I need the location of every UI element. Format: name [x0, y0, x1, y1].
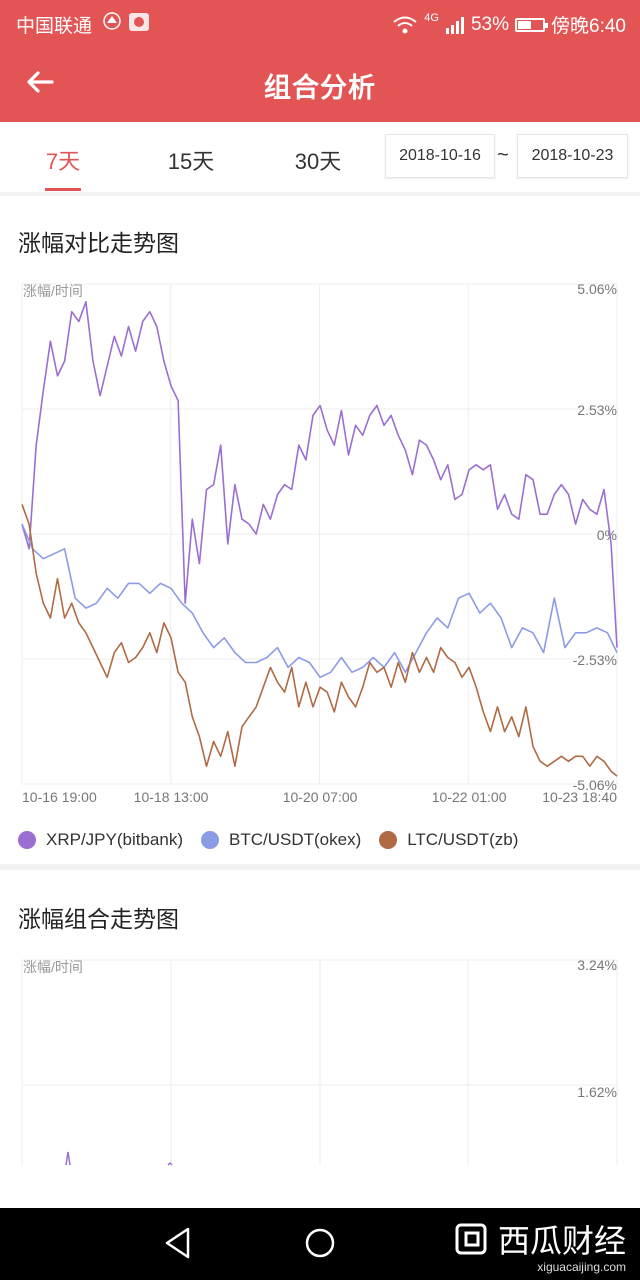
legend-label: LTC/USDT(zb): [407, 830, 519, 849]
tab-7-days[interactable]: 7天: [45, 149, 81, 174]
legend-item-ltc[interactable]: LTC/USDT(zb): [379, 830, 518, 850]
x-tick-label: 10-18 13:00: [134, 789, 209, 805]
legend-item-xrp[interactable]: XRP/JPY(bitbank): [18, 830, 183, 850]
network-type: 4G: [424, 11, 439, 24]
battery-percent: 53%: [470, 13, 510, 35]
tab-15-days[interactable]: 15天: [167, 149, 215, 174]
date-separator: ~: [497, 144, 509, 166]
end-date-picker[interactable]: 2018-10-23: [517, 134, 628, 178]
arrow-left-icon[interactable]: [22, 64, 58, 100]
legend-swatch: [379, 831, 398, 849]
y-tick-label: -5.06%: [573, 777, 617, 793]
watermark-text: 西瓜财经: [497, 1223, 626, 1259]
start-date-picker[interactable]: 2018-10-16: [385, 134, 495, 178]
carrier-name: 中国联通: [16, 16, 93, 37]
combined-series-line: [65, 1151, 173, 1166]
y-tick-label: 3.24%: [577, 957, 617, 973]
nav-back-icon[interactable]: [163, 1226, 193, 1260]
legend-label: BTC/USDT(okex): [229, 830, 362, 849]
range-tab-bar: 7天 15天 30天 2018-10-16 ~ 2018-10-23: [0, 122, 640, 192]
clock: 傍晚6:40: [551, 16, 626, 37]
status-bar: 中国联通 4G 53% 傍晚6:40: [0, 0, 640, 44]
chart-axis-label: 涨幅/时间: [23, 959, 83, 975]
combined-chart-card: 涨幅组合走势图 涨幅/时间 3.24% 1.62%: [0, 870, 640, 1208]
y-tick-label: 0%: [597, 527, 617, 543]
x-tick-label: 10-16 19:00: [22, 789, 97, 805]
chart-legend: XRP/JPY(bitbank) BTC/USDT(okex) LTC/USDT…: [18, 830, 536, 850]
tab-30-days[interactable]: 30天: [294, 149, 342, 174]
series-line-btc: [21, 523, 618, 679]
wifi-icon: [393, 16, 417, 33]
app-bar: 组合分析: [0, 44, 640, 122]
y-tick-label: -2.53%: [573, 652, 617, 668]
page-title: 组合分析: [264, 73, 376, 103]
watermark-logo-icon: [455, 1223, 487, 1255]
combined-line-chart: 涨幅/时间 3.24% 1.62%: [21, 957, 618, 1166]
series-line-ltc: [21, 504, 618, 777]
legend-label: XRP/JPY(bitbank): [46, 830, 183, 849]
comparison-chart-title: 涨幅对比走势图: [18, 230, 179, 256]
x-tick-label: 10-20 07:00: [283, 789, 358, 805]
legend-swatch: [201, 831, 219, 849]
series-line-xrp: [21, 301, 618, 648]
app-notification-icon: [129, 13, 149, 31]
status-icons: 4G 53% 傍晚6:40: [392, 11, 626, 38]
legend-item-btc[interactable]: BTC/USDT(okex): [201, 830, 361, 850]
legend-swatch: [18, 831, 36, 849]
system-nav-bar: 西瓜财经 xiguacaijing.com: [0, 1208, 640, 1280]
active-tab-indicator: [45, 188, 81, 191]
y-tick-label: 1.62%: [577, 1084, 617, 1100]
comparison-line-chart: 涨幅/时间 5.06% 2.53% 0% -2.53% -5.06% 10-16 19:…: [21, 281, 618, 805]
watermark-url: xiguacaijing.com: [537, 1260, 626, 1274]
huawei-icon: [103, 12, 121, 30]
x-tick-label: 10-22 01:00: [432, 789, 507, 805]
combined-chart-title: 涨幅组合走势图: [18, 906, 179, 932]
y-tick-label: 5.06%: [577, 281, 617, 297]
y-tick-label: 2.53%: [577, 402, 617, 418]
watermark: 西瓜财经 xiguacaijing.com: [454, 1216, 626, 1274]
comparison-chart-card: 涨幅对比走势图 涨幅/时间 5.06% 2.53% 0% -2.53% -5.06% 1…: [0, 196, 640, 864]
x-tick-label: 10-23 18:40: [542, 789, 617, 805]
battery-icon: [515, 17, 549, 32]
chart-axis-label: 涨幅/时间: [23, 283, 83, 299]
nav-home-icon[interactable]: [304, 1226, 336, 1260]
signal-icon: [445, 16, 464, 34]
